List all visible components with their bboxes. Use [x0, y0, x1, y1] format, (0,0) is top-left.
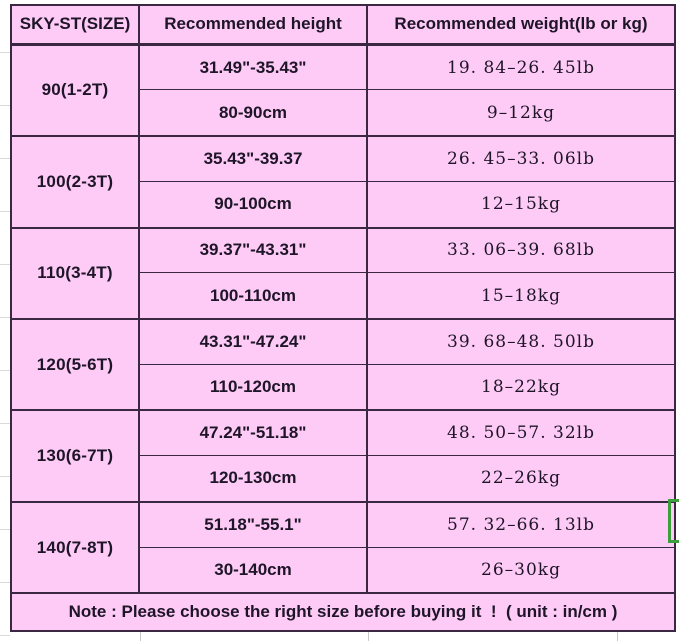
table-row: 130(6-7T) 47.24"-51.18" 48. 50–57. 32lb … [12, 411, 674, 503]
header-cell-height: Recommended height [140, 6, 368, 43]
size-chart-table: SKY-ST(SIZE) Recommended height Recommen… [10, 4, 676, 632]
table-row: 140(7-8T) 51.18"-55.1" 57. 32–66. 13lb 3… [12, 502, 674, 595]
height-in-cell: 51.18"-55.1" [140, 502, 368, 548]
weight-kg-cell: 18–22kg [481, 377, 561, 398]
size-cell: 120(5-6T) [12, 319, 140, 410]
spreadsheet-gridline-bottom [140, 630, 141, 641]
weight-kg-cell: 15–18kg [481, 285, 561, 306]
weight-lb-cell: 19. 84–26. 45lb [368, 46, 674, 91]
table-row: 90(1-2T) 31.49"-35.43" 19. 84–26. 45lb 8… [12, 45, 674, 138]
note-text: Note : Please choose the right size befo… [68, 602, 618, 622]
weight-lb-cell: 39. 68–48. 50lb [368, 320, 674, 365]
height-cm-cell: 110-120cm [140, 364, 368, 410]
table-row: 110(3-4T) 39.37"-43.31" 33. 06–39. 68lb … [12, 228, 674, 320]
spreadsheet-gridlines-left [0, 0, 10, 641]
size-cell: 110(3-4T) [12, 228, 140, 318]
header-cell-size: SKY-ST(SIZE) [12, 6, 140, 43]
height-cm-cell: 80-90cm [140, 90, 368, 136]
size-cell: 100(2-3T) [12, 137, 140, 227]
weight-lb-cell: 33. 06–39. 68lb [368, 229, 674, 274]
weight-kg-cell: 9–12kg [486, 102, 556, 123]
table-header-row: SKY-ST(SIZE) Recommended height Recommen… [12, 6, 674, 46]
weight-lb-cell: 57. 32–66. 13lb [368, 503, 674, 548]
height-in-cell: 39.37"-43.31" [140, 228, 368, 274]
size-cell: 140(7-8T) [12, 502, 140, 593]
height-in-cell: 31.49"-35.43" [140, 45, 368, 91]
excel-cell-selection-outline [668, 499, 679, 543]
height-cm-cell: 90-100cm [140, 181, 368, 227]
height-in-cell: 43.31"-47.24" [140, 319, 368, 365]
size-cell: 90(1-2T) [12, 45, 140, 136]
weight-kg-cell: 22–26kg [481, 468, 561, 489]
size-cell: 130(6-7T) [12, 411, 140, 501]
height-cm-cell: 30-140cm [140, 547, 368, 593]
header-cell-weight: Recommended weight(lb or kg) [394, 14, 648, 34]
height-in-cell: 47.24"-51.18" [140, 411, 368, 457]
height-cm-cell: 120-130cm [140, 456, 368, 501]
spreadsheet-gridline-bottom [617, 630, 618, 641]
weight-lb-cell: 48. 50–57. 32lb [368, 411, 674, 457]
spreadsheet-gridline-bottom [368, 630, 369, 641]
height-cm-cell: 100-110cm [140, 273, 368, 318]
height-in-cell: 35.43"-39.37 [140, 137, 368, 182]
table-row: 120(5-6T) 43.31"-47.24" 39. 68–48. 50lb … [12, 319, 674, 412]
weight-kg-cell: 12–15kg [481, 194, 561, 215]
weight-kg-cell: 26–30kg [481, 559, 561, 580]
table-row: 100(2-3T) 35.43"-39.37 26. 45–33. 06lb 9… [12, 137, 674, 229]
weight-lb-cell: 26. 45–33. 06lb [368, 137, 674, 182]
